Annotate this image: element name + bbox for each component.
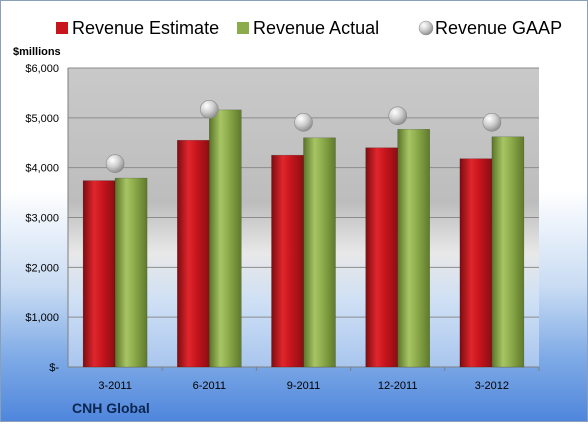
y-tick-label: $2,000: [25, 262, 59, 274]
unit-label: $millions: [13, 46, 61, 58]
y-tick-label: $3,000: [25, 213, 59, 225]
bar-revenue-actual: [397, 128, 431, 368]
bar-revenue-actual: [491, 136, 525, 368]
legend: Revenue Estimate Revenue Actual Revenue GA…: [56, 18, 562, 38]
bar-revenue-actual: [303, 137, 336, 368]
legend-swatch-revenue-actual: [237, 22, 249, 34]
x-tick-label: 12-2011: [378, 380, 418, 392]
bar-revenue-estimate: [271, 154, 304, 368]
bar-revenue-actual: [114, 177, 148, 368]
bars: [82, 109, 525, 368]
y-tick-label: $4,000: [25, 163, 59, 175]
legend-label: Revenue GAAP: [435, 18, 562, 38]
y-tick-label: $5,000: [25, 113, 59, 125]
y-tick-label: $1,000: [25, 312, 59, 324]
bar-revenue-actual: [209, 109, 242, 368]
marker-revenue-gaap: [200, 100, 219, 119]
legend-swatch-revenue-gaap: [418, 20, 434, 36]
marker-revenue-gaap: [482, 113, 502, 132]
marker-revenue-gaap: [388, 106, 408, 126]
y-tick-label: $-: [49, 362, 59, 374]
legend-label: Revenue Estimate: [72, 18, 219, 38]
bar-revenue-estimate: [82, 180, 116, 368]
x-tick-label: 9-2011: [287, 380, 320, 392]
bar-revenue-estimate: [365, 147, 399, 368]
gaap-markers: [105, 100, 502, 173]
company-label: CNH Global: [72, 400, 150, 416]
x-tick-label: 3-2012: [475, 380, 509, 392]
x-tick-label: 3-2011: [98, 380, 131, 392]
legend-swatch-revenue-estimate: [56, 22, 68, 34]
y-tick-label: $6,000: [25, 63, 59, 75]
marker-revenue-gaap: [105, 154, 125, 173]
bar-revenue-estimate: [177, 139, 210, 368]
legend-label: Revenue Actual: [253, 18, 379, 38]
marker-revenue-gaap: [294, 113, 313, 132]
bar-revenue-estimate: [459, 158, 493, 368]
y-axis: $- $1,000 $2,000 $3,000 $4,000 $5,000 $6,000: [25, 63, 539, 374]
x-axis: 3-2011 6-2011 9-2011 12-2011 3-2012: [98, 367, 540, 392]
x-tick-label: 6-2011: [193, 380, 226, 392]
